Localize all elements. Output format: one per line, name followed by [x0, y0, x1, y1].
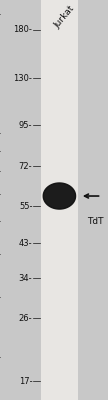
Text: TdT: TdT	[87, 217, 103, 226]
Text: Jurkat: Jurkat	[52, 4, 76, 30]
Text: 72-: 72-	[19, 162, 32, 171]
Polygon shape	[43, 183, 76, 209]
Text: 130-: 130-	[14, 74, 32, 83]
Text: 55-: 55-	[19, 202, 32, 211]
Text: 26-: 26-	[19, 314, 32, 322]
Text: 180-: 180-	[14, 25, 32, 34]
Text: 34-: 34-	[19, 274, 32, 283]
Text: 43-: 43-	[19, 239, 32, 248]
Text: 17-: 17-	[19, 377, 32, 386]
Text: 95-: 95-	[19, 120, 32, 130]
Bar	[41, 0, 78, 400]
